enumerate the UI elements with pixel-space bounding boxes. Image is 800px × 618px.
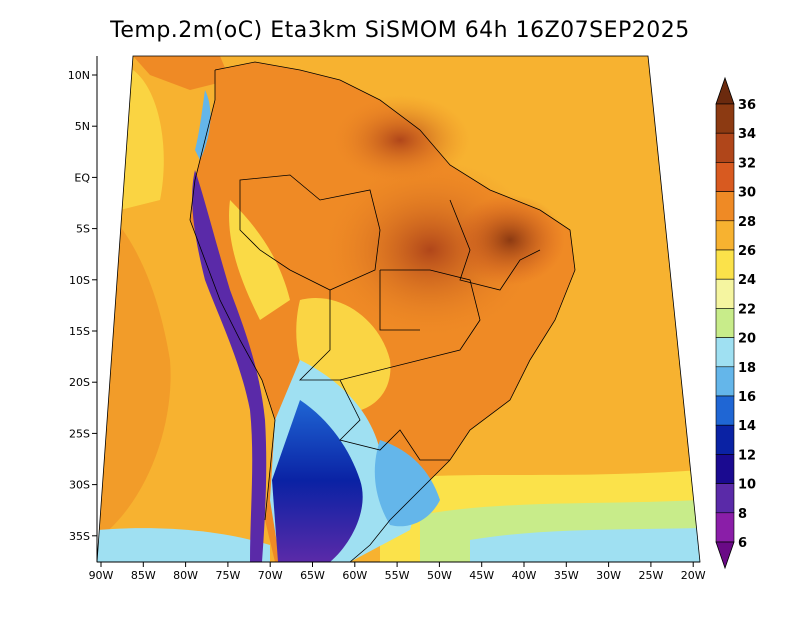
colorbar-segment (715, 424, 735, 455)
colorbar-label: 28 (738, 215, 756, 230)
lat-tick-label: 15S (69, 325, 90, 338)
colorbar-label: 6 (738, 536, 747, 551)
country-borders (189, 61, 576, 562)
colorbar-label: 22 (738, 302, 756, 317)
longitude-axis: 90W 85W 80W 75W 70W 65W 60W 55W 50W 45W 40W 35W 30W 2… (89, 562, 706, 582)
colorbar-label: 36 (738, 98, 756, 113)
colorbar-segment (715, 220, 735, 251)
lat-tick-label: 25S (69, 427, 90, 440)
map-title: Temp.2m(oC) Eta3km SiSMOM 64h 16Z07SEP20… (110, 18, 690, 43)
lat-tick-label: 10S (69, 274, 90, 287)
colorbar-label: 32 (738, 156, 756, 171)
colorbar-segment (715, 103, 735, 134)
colorbar-segment (715, 249, 735, 280)
lon-tick-label: 80W (173, 569, 198, 582)
colorbar-label: 10 (738, 478, 756, 493)
lon-tick-label: 70W (258, 569, 283, 582)
colorbar-label: 18 (738, 361, 756, 376)
colorbar-label: 14 (738, 419, 756, 434)
colorbar-top-arrow (715, 76, 735, 105)
lat-tick-label: 10N (68, 69, 90, 82)
lon-tick-label: 45W (469, 569, 494, 582)
colorbar-segment (715, 191, 735, 222)
lat-tick-label: 5S (76, 223, 90, 236)
colorbar-label: 24 (738, 273, 756, 288)
lon-tick-label: 75W (215, 569, 240, 582)
colorbar-segment (715, 483, 735, 514)
colorbar-segment (715, 132, 735, 163)
colorbar-segment (715, 454, 735, 484)
lat-tick-label: 5N (75, 120, 90, 133)
colorbar-label: 12 (738, 448, 756, 463)
lon-tick-label: 50W (427, 569, 452, 582)
map-field (97, 56, 700, 562)
lon-tick-label: 25W (638, 569, 663, 582)
lon-tick-label: 55W (385, 569, 410, 582)
lon-tick-label: 30W (596, 569, 621, 582)
lon-tick-label: 60W (342, 569, 367, 582)
lat-tick-label: EQ (74, 171, 90, 184)
colorbar-label: 20 (738, 332, 756, 347)
colorbar-label: 34 (738, 127, 756, 142)
colorbar-segment (715, 308, 735, 338)
lon-tick-label: 40W (512, 569, 537, 582)
colorbar-label: 16 (738, 390, 756, 405)
lon-tick-label: 20W (681, 569, 706, 582)
colorbar: 36 34 32 30 28 26 24 22 20 18 16 14 12 10 8 6 (715, 76, 756, 570)
colorbar-segment (715, 366, 735, 397)
colorbar-segment (715, 278, 735, 309)
colorbar-segment (715, 162, 735, 192)
latitude-axis: 10N 5N EQ 5S 10S 15S 20S 25S 30S 35S (68, 69, 97, 543)
lon-tick-label: 85W (131, 569, 156, 582)
colorbar-label: 30 (738, 186, 756, 201)
colorbar-segment (715, 395, 735, 426)
lat-tick-label: 20S (69, 376, 90, 389)
lon-tick-label: 65W (300, 569, 325, 582)
lon-tick-label: 90W (89, 569, 114, 582)
colorbar-label: 8 (738, 507, 747, 522)
colorbar-segment (715, 337, 735, 368)
colorbar-label: 26 (738, 244, 756, 259)
lat-tick-label: 35S (69, 530, 90, 543)
lat-tick-label: 30S (69, 479, 90, 492)
colorbar-segment (715, 512, 735, 543)
colorbar-bottom-arrow (715, 541, 735, 570)
lon-tick-label: 35W (554, 569, 579, 582)
